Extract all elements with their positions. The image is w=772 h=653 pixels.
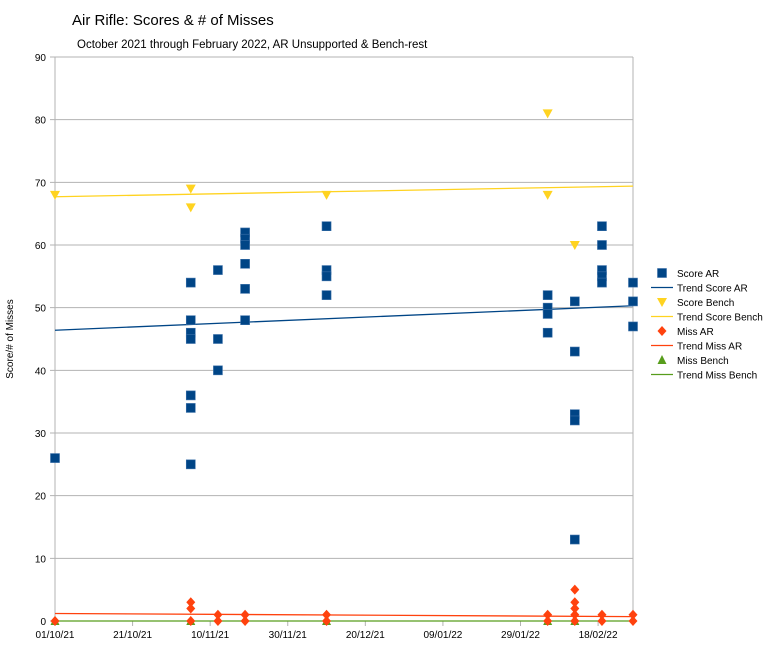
miss-ar-point xyxy=(570,603,580,614)
miss-ar-point xyxy=(322,616,332,626)
score-ar-point xyxy=(240,284,250,294)
miss-ar-point xyxy=(322,609,332,620)
y-tick-label: 80 xyxy=(35,116,47,127)
score-ar-point xyxy=(597,277,607,288)
y-tick-label: 70 xyxy=(35,178,47,189)
miss-ar-point xyxy=(213,609,223,620)
x-tick-label: 01/10/21 xyxy=(36,630,75,641)
legend-label: Trend Miss Bench xyxy=(677,371,757,382)
score-ar-point xyxy=(542,290,553,300)
score-ar-point xyxy=(321,221,332,231)
score-bench-point xyxy=(50,190,60,200)
y-tick-label: 30 xyxy=(35,429,47,440)
x-tick-label: 09/01/22 xyxy=(423,630,462,641)
miss-ar-point xyxy=(570,609,580,620)
score-ar-point xyxy=(240,240,250,250)
legend-label: Trend Score AR xyxy=(677,284,748,295)
y-tick-label: 60 xyxy=(35,241,47,252)
score-ar-point xyxy=(185,459,196,470)
score-ar-point xyxy=(628,321,638,332)
score-ar-point xyxy=(213,365,223,376)
score-ar-point xyxy=(185,277,196,288)
score-ar-point xyxy=(240,258,250,269)
legend-miss-bench-marker xyxy=(657,355,667,364)
score-bench-point xyxy=(185,184,196,194)
x-tick-label: 29/01/22 xyxy=(501,630,540,641)
y-tick-label: 0 xyxy=(40,617,46,628)
miss-ar-point xyxy=(543,616,553,626)
x-tick-label: 18/02/22 xyxy=(579,630,618,641)
x-tick-label: 10/11/21 xyxy=(191,630,230,641)
chart-subtitle: October 2021 through February 2022, AR U… xyxy=(77,39,428,51)
miss-ar-point xyxy=(570,616,580,626)
score-ar-point xyxy=(240,315,250,326)
miss-ar-point xyxy=(240,616,250,626)
miss-ar-point xyxy=(597,609,607,620)
score-bench-point xyxy=(542,109,553,119)
y-axis-label: Score/# of Misses xyxy=(5,299,16,378)
score-ar-point xyxy=(321,290,332,300)
miss-ar-point xyxy=(186,603,196,614)
miss-ar-point xyxy=(213,616,223,626)
miss-ar-point xyxy=(186,616,196,626)
legend-score-bench-marker xyxy=(657,298,667,307)
score-ar-point xyxy=(185,334,196,344)
score-bench-point xyxy=(542,190,553,200)
score-ar-point xyxy=(628,277,638,288)
score-ar-point xyxy=(542,327,553,338)
miss-ar-point xyxy=(570,597,580,608)
score-ar-point xyxy=(570,415,580,426)
score-bench-point xyxy=(569,241,580,250)
legend-label: Score AR xyxy=(677,269,719,280)
miss-ar-point xyxy=(186,597,196,608)
y-tick-label: 90 xyxy=(35,53,47,64)
legend-label: Miss AR xyxy=(677,327,714,338)
y-tick-label: 40 xyxy=(35,366,47,377)
miss-ar-point xyxy=(597,616,607,626)
score-ar-point xyxy=(213,265,223,275)
miss-ar-point xyxy=(628,616,638,626)
trend-score-ar-line xyxy=(54,305,634,331)
score-ar-point xyxy=(50,453,60,463)
score-bench-point xyxy=(185,203,196,213)
x-tick-label: 21/10/21 xyxy=(113,630,152,641)
trend-score-bench-line xyxy=(54,185,634,198)
legend-label: Trend Miss AR xyxy=(677,342,742,353)
y-tick-label: 20 xyxy=(35,492,47,503)
miss-ar-point xyxy=(570,584,580,595)
score-ar-point xyxy=(597,221,607,231)
legend-label: Trend Score Bench xyxy=(677,313,763,324)
score-ar-point xyxy=(570,534,580,545)
chart-title: Air Rifle: Scores & # of Misses xyxy=(72,12,274,29)
miss-ar-point xyxy=(628,609,638,620)
y-tick-label: 10 xyxy=(35,554,47,565)
legend-label: Miss Bench xyxy=(677,356,729,367)
score-ar-point xyxy=(570,346,580,357)
y-tick-label: 50 xyxy=(35,304,47,315)
legend-score-ar-marker xyxy=(657,268,667,278)
score-bench-point xyxy=(321,190,332,200)
score-ar-point xyxy=(321,271,332,282)
score-ar-point xyxy=(570,296,580,307)
miss-ar-point xyxy=(543,609,553,620)
miss-ar-point xyxy=(240,609,250,620)
score-ar-point xyxy=(213,334,223,344)
score-ar-point xyxy=(185,403,196,413)
trend-miss-ar-line xyxy=(54,612,634,618)
score-ar-point xyxy=(597,240,607,250)
score-ar-point xyxy=(185,390,196,401)
score-ar-point xyxy=(542,309,553,319)
x-tick-label: 20/12/21 xyxy=(346,630,385,641)
score-ar-point xyxy=(185,315,196,326)
score-ar-point xyxy=(628,296,638,307)
legend-label: Score Bench xyxy=(677,298,734,309)
miss-ar-point xyxy=(50,616,60,626)
legend-miss-ar-marker xyxy=(657,326,667,336)
x-tick-label: 30/11/21 xyxy=(269,630,308,641)
